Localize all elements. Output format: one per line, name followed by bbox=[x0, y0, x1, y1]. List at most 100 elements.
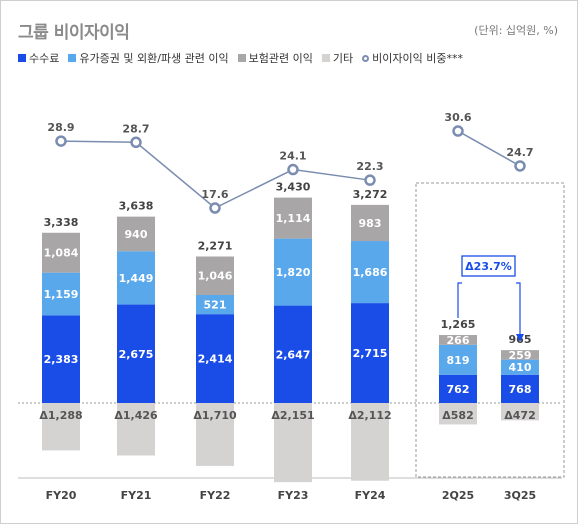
bar-FY20-series0 bbox=[42, 315, 80, 403]
legend-item-securities: 유가증권 및 외환/파생 관련 이익 bbox=[68, 50, 229, 66]
neg-label-2Q25: Δ582 bbox=[442, 409, 473, 422]
neg-label-FY22: Δ1,710 bbox=[193, 409, 237, 422]
legend-label-other: 기타 bbox=[332, 52, 354, 65]
total-label-FY22: 2,271 bbox=[198, 239, 233, 252]
ratio-point-3Q25 bbox=[514, 160, 526, 172]
bar-label-FY24-series2: 983 bbox=[359, 217, 382, 230]
category-label-FY20: FY20 bbox=[46, 489, 77, 502]
ratio-point-FY22 bbox=[209, 202, 221, 214]
ratio-line-group1 bbox=[457, 130, 521, 167]
category-label-FY23: FY23 bbox=[278, 489, 309, 502]
legend-swatch-fees bbox=[18, 54, 26, 62]
legend-marker-ratio bbox=[362, 54, 370, 62]
ratio-label-FY23: 24.1 bbox=[279, 150, 306, 163]
category-label-FY24: FY24 bbox=[355, 489, 386, 502]
bar-label-FY20-series2: 1,084 bbox=[44, 247, 79, 260]
bar-3Q25-series2 bbox=[501, 350, 539, 360]
bar-label-2Q25-series2: 266 bbox=[447, 334, 470, 347]
category-label-FY22: FY22 bbox=[200, 489, 231, 502]
bar-2Q25-other bbox=[439, 403, 477, 425]
legend-swatch-securities bbox=[68, 54, 77, 62]
bar-FY24-series0 bbox=[351, 303, 389, 403]
legend-item-fees: 수수료 bbox=[18, 50, 59, 66]
legend-label-ratio: 비이자이익 비중*** bbox=[372, 52, 463, 65]
bar-3Q25-series0 bbox=[501, 374, 539, 403]
legend-label-insurance: 보험관련 이익 bbox=[248, 52, 313, 65]
total-label-FY24: 3,272 bbox=[353, 188, 388, 201]
bar-label-2Q25-series0: 762 bbox=[447, 383, 470, 396]
bar-FY24-series2 bbox=[351, 204, 389, 242]
bar-FY21-series0 bbox=[117, 304, 155, 403]
ratio-point-FY21 bbox=[130, 136, 142, 149]
ratio-label-FY20: 28.9 bbox=[47, 121, 74, 134]
bar-label-FY20-series0: 2,383 bbox=[44, 353, 79, 366]
bar-3Q25-series1 bbox=[501, 359, 539, 375]
bar-FY23-series0 bbox=[274, 305, 312, 403]
bar-label-FY22-series0: 2,414 bbox=[198, 353, 233, 366]
legend-item-other: 기타 bbox=[321, 50, 354, 66]
ratio-label-FY22: 17.6 bbox=[201, 188, 228, 201]
neg-label-FY20: Δ1,288 bbox=[39, 409, 82, 422]
bar-label-FY22-series2: 1,046 bbox=[198, 270, 233, 283]
legend-item-ratio: 비이자이익 비중*** bbox=[362, 50, 463, 66]
legend-label-fees: 수수료 bbox=[29, 52, 60, 65]
bar-FY20-series1 bbox=[42, 272, 80, 316]
annotation-bracket-left bbox=[457, 282, 462, 318]
ratio-label-FY24: 22.3 bbox=[356, 160, 383, 173]
chart-title: 그룹 비이자이익 bbox=[18, 23, 130, 43]
bar-FY20-other bbox=[42, 403, 80, 451]
neg-label-3Q25: Δ472 bbox=[504, 409, 535, 422]
category-label-FY21: FY21 bbox=[121, 489, 152, 502]
annotation-bracket-right bbox=[516, 282, 521, 334]
bar-FY22-series2 bbox=[196, 256, 234, 295]
ratio-point-FY23 bbox=[287, 163, 299, 176]
bar-label-FY20-series1: 1,159 bbox=[44, 288, 79, 301]
bar-label-FY22-series1: 521 bbox=[204, 299, 227, 312]
bar-FY21-series2 bbox=[117, 216, 155, 252]
bar-label-FY21-series1: 1,449 bbox=[119, 272, 154, 285]
bar-FY23-other bbox=[274, 403, 312, 483]
bar-3Q25-other bbox=[501, 403, 539, 421]
neg-label-FY24: Δ2,112 bbox=[348, 409, 391, 422]
bar-label-FY21-series0: 2,675 bbox=[119, 348, 154, 361]
ratio-point-FY24 bbox=[364, 174, 376, 186]
ratio-point-FY20 bbox=[55, 135, 67, 147]
bar-label-FY24-series1: 1,686 bbox=[353, 266, 388, 279]
category-label-2Q25: 2Q25 bbox=[442, 489, 474, 502]
quarter-group-box bbox=[415, 182, 565, 478]
bar-FY23-series2 bbox=[274, 197, 312, 239]
unit-note: (단위: 십억원, %) bbox=[474, 24, 558, 37]
bar-FY23-series1 bbox=[274, 238, 312, 306]
legend-swatch-insurance bbox=[237, 54, 246, 62]
neg-label-FY21: Δ1,426 bbox=[114, 409, 158, 422]
legend-label-securities: 유가증권 및 외환/파생 관련 이익 bbox=[79, 52, 229, 65]
total-label-FY23: 3,430 bbox=[276, 181, 311, 194]
bar-2Q25-series2 bbox=[439, 335, 477, 345]
bar-2Q25-series0 bbox=[439, 374, 477, 403]
bar-FY22-series0 bbox=[196, 314, 234, 403]
neg-label-FY23: Δ2,151 bbox=[271, 409, 314, 422]
legend-item-insurance: 보험관련 이익 bbox=[237, 50, 313, 66]
bar-label-FY23-series1: 1,820 bbox=[276, 266, 311, 279]
bar-FY20-series2 bbox=[42, 232, 80, 273]
legend: 수수료 유가증권 및 외환/파생 관련 이익 보험관련 이익 기타 비이자이익 … bbox=[18, 50, 472, 66]
bar-FY22-series1 bbox=[196, 294, 234, 315]
category-label-3Q25: 3Q25 bbox=[504, 489, 536, 502]
bar-label-3Q25-series2: 259 bbox=[509, 349, 532, 362]
bar-label-3Q25-series0: 768 bbox=[509, 383, 532, 396]
bar-label-FY24-series0: 2,715 bbox=[353, 347, 388, 360]
ratio-point-2Q25 bbox=[452, 125, 464, 137]
legend-swatch-other bbox=[321, 54, 330, 62]
ratio-label-3Q25: 24.7 bbox=[506, 146, 533, 159]
annotation-label: Δ23.7% bbox=[465, 260, 512, 273]
bar-FY22-other bbox=[196, 403, 234, 466]
bar-FY21-series1 bbox=[117, 251, 155, 305]
bar-FY24-other bbox=[351, 403, 389, 481]
bar-label-FY23-series0: 2,647 bbox=[276, 348, 311, 361]
total-label-FY20: 3,338 bbox=[44, 216, 79, 229]
bar-label-2Q25-series1: 819 bbox=[447, 354, 470, 367]
bar-FY24-series1 bbox=[351, 241, 389, 304]
annotation-arrowhead bbox=[516, 334, 524, 342]
bar-label-FY21-series2: 940 bbox=[125, 228, 148, 241]
